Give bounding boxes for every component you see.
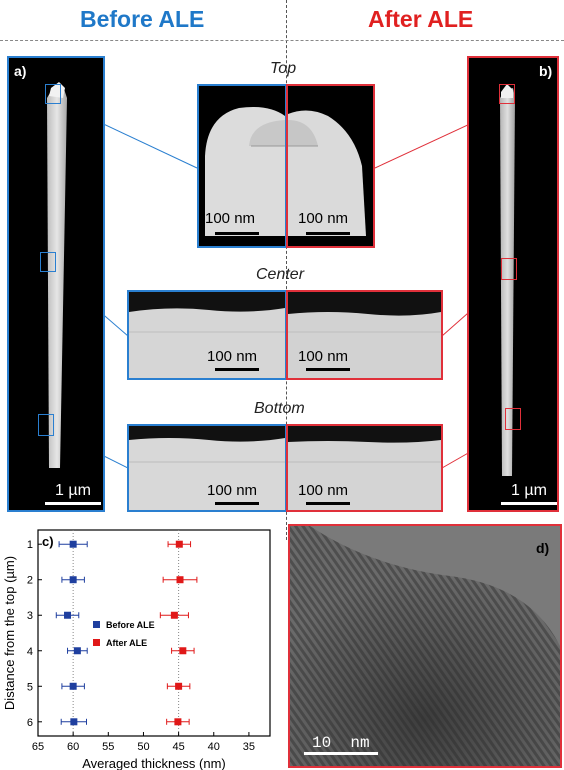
y-tick-label: 1 — [27, 539, 33, 551]
legend-marker — [93, 639, 100, 646]
x-tick-label: 45 — [172, 741, 184, 753]
center-inset-before-image — [129, 308, 285, 378]
nanowire-after-image — [500, 84, 515, 476]
center-region-box-after — [501, 258, 517, 280]
bottom-inset-after-image — [288, 440, 441, 510]
panel-a-sem-before: a) 1 µm — [7, 56, 105, 512]
panel-b-label: b) — [539, 63, 553, 79]
panel-b-scale-label: 1 µm — [511, 482, 547, 499]
nanowire-before-image — [47, 82, 67, 468]
y-tick-label: 4 — [27, 646, 33, 658]
center-inset-before-scale-label: 100 nm — [207, 348, 258, 365]
center-region-box-before — [40, 252, 56, 272]
top-inset-after-scale-bar — [306, 232, 350, 235]
data-point — [174, 718, 182, 726]
section-top-label: Top — [270, 60, 297, 77]
top-inset-before-scale-bar — [215, 232, 259, 235]
vertical-divider — [286, 0, 287, 540]
data-point — [70, 718, 78, 726]
top-region-box-after — [499, 84, 515, 104]
data-point — [176, 576, 184, 584]
panel-d-scale-bar — [304, 752, 378, 755]
center-inset-after-scale-bar — [306, 368, 350, 371]
panel-d-label: d) — [536, 540, 550, 556]
x-tick-label: 60 — [67, 741, 79, 753]
data-point — [73, 647, 81, 655]
data-point — [175, 540, 183, 548]
bottom-inset-before-image — [129, 438, 285, 510]
hrtem-image — [290, 526, 560, 766]
bottom-inset-before-scale-label: 100 nm — [207, 482, 258, 499]
horizontal-divider — [0, 40, 564, 41]
panel-a-label: a) — [14, 63, 27, 79]
y-tick-label: 2 — [27, 575, 33, 587]
data-point — [179, 647, 187, 655]
data-point — [69, 682, 77, 690]
bottom-region-box-after — [505, 408, 521, 430]
y-tick-label: 6 — [27, 717, 33, 729]
top-inset-before: 100 nm — [197, 84, 287, 248]
y-tick-label: 3 — [27, 610, 33, 622]
panel-d-scale-label: 10 nm — [312, 734, 370, 752]
center-inset-after-scale-label: 100 nm — [298, 348, 349, 365]
bottom-inset-after-scale-label: 100 nm — [298, 482, 349, 499]
data-point — [69, 540, 77, 548]
data-point — [69, 576, 77, 584]
legend-marker — [93, 621, 100, 628]
section-center-label: Center — [256, 266, 305, 283]
data-point — [175, 682, 183, 690]
x-tick-label: 65 — [32, 741, 44, 753]
panel-b-sem-after: b) 1 µm — [467, 56, 559, 512]
x-tick-label: 40 — [208, 741, 220, 753]
section-bottom-label: Bottom — [254, 400, 305, 417]
data-point — [64, 611, 72, 619]
panel-a-scale-bar — [45, 502, 101, 505]
center-inset-after-image — [288, 312, 441, 378]
bottom-region-box-before — [38, 414, 54, 436]
center-inset-after: 100 nm — [286, 290, 443, 380]
x-tick-label: 50 — [137, 741, 149, 753]
data-point — [170, 611, 178, 619]
top-inset-after-image — [288, 110, 366, 236]
legend-label: Before ALE — [106, 620, 155, 630]
panel-d-hrtem: d) 10 nm — [288, 524, 562, 768]
top-region-box-before — [45, 84, 61, 104]
center-inset-before-scale-bar — [215, 368, 259, 371]
after-ale-header: After ALE — [368, 6, 474, 32]
top-inset-after: 100 nm — [286, 84, 375, 248]
x-tick-label: 55 — [102, 741, 114, 753]
panel-b-scale-bar — [501, 502, 557, 505]
bottom-inset-before-scale-bar — [215, 502, 259, 505]
panel-a-scale-label: 1 µm — [55, 482, 91, 499]
plot-area — [37, 529, 271, 737]
bottom-inset-after: 100 nm — [286, 424, 443, 512]
bottom-inset-before: 100 nm — [127, 424, 287, 512]
top-inset-before-scale-label: 100 nm — [205, 210, 256, 227]
top-inset-after-scale-label: 100 nm — [298, 210, 349, 227]
legend-label: After ALE — [106, 638, 147, 648]
y-tick-label: 5 — [27, 681, 33, 693]
y-axis-label: Distance from the top (µm) — [2, 556, 17, 710]
top-inset-before-image — [205, 107, 285, 236]
x-axis-label: Averaged thickness (nm) — [82, 756, 226, 770]
before-ale-header: Before ALE — [80, 6, 205, 32]
bottom-inset-after-scale-bar — [306, 502, 350, 505]
center-inset-before: 100 nm — [127, 290, 287, 380]
x-tick-label: 35 — [243, 741, 255, 753]
panel-c-label: c) — [42, 534, 54, 549]
